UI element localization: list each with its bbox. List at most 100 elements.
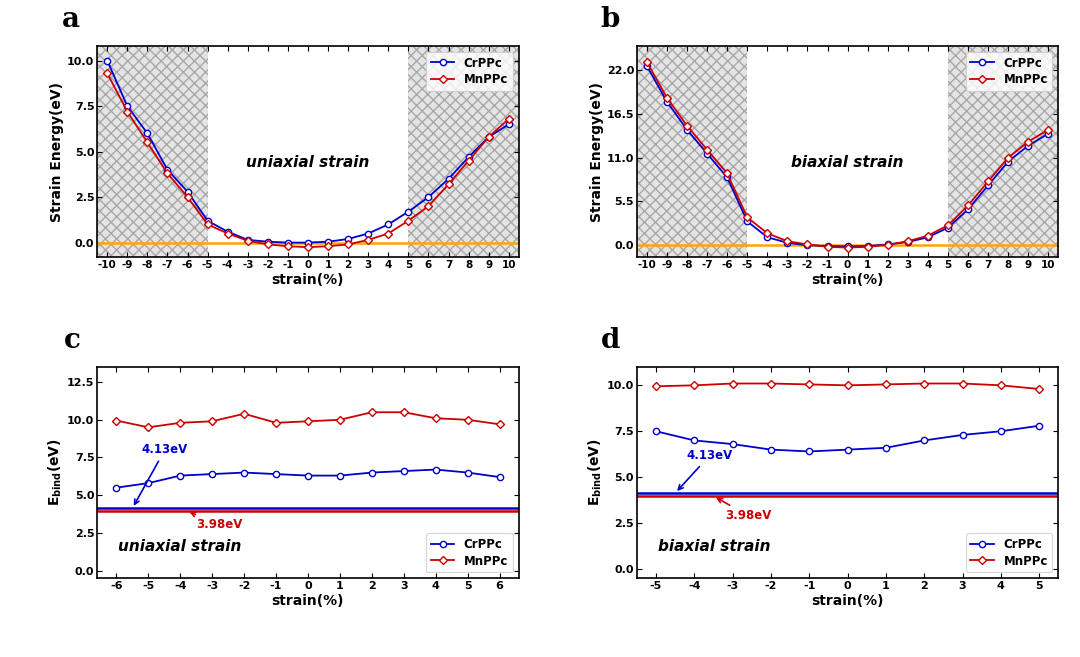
MnPPc — [100, 70, 113, 78]
MnPPc — [640, 58, 653, 66]
Line: CrPPc: CrPPc — [644, 63, 1052, 250]
Bar — [408, 46, 518, 257]
MnPPc — [341, 240, 354, 248]
CrPPc — [241, 236, 254, 244]
X-axis label: strain(%): strain(%) — [272, 594, 345, 608]
MnPPc — [397, 408, 410, 416]
CrPPc — [494, 473, 507, 481]
CrPPc — [921, 233, 934, 241]
CrPPc — [995, 427, 1008, 435]
CrPPc — [879, 444, 892, 452]
CrPPc — [726, 440, 739, 448]
MnPPc — [502, 115, 515, 123]
CrPPc — [640, 62, 653, 70]
CrPPc — [701, 150, 714, 158]
MnPPc — [841, 382, 854, 390]
CrPPc — [221, 228, 234, 236]
CrPPc — [881, 240, 894, 248]
MnPPc — [760, 229, 773, 237]
MnPPc — [422, 202, 435, 210]
MnPPc — [462, 157, 475, 165]
CrPPc — [282, 238, 295, 246]
CrPPc — [362, 229, 375, 237]
CrPPc — [141, 479, 154, 487]
MnPPc — [918, 380, 931, 388]
Bar — [97, 46, 207, 257]
CrPPc — [918, 436, 931, 444]
MnPPc — [881, 241, 894, 249]
CrPPc — [322, 238, 335, 246]
CrPPc — [502, 120, 515, 128]
MnPPc — [261, 240, 274, 248]
CrPPc — [238, 468, 251, 476]
CrPPc — [760, 233, 773, 241]
MnPPc — [382, 229, 395, 237]
X-axis label: strain(%): strain(%) — [811, 594, 883, 608]
Line: CrPPc: CrPPc — [652, 422, 1042, 455]
Text: biaxial strain: biaxial strain — [658, 539, 770, 554]
CrPPc — [802, 447, 815, 455]
X-axis label: strain(%): strain(%) — [272, 273, 345, 286]
Legend: CrPPc, MnPPc: CrPPc, MnPPc — [966, 52, 1053, 91]
CrPPc — [422, 193, 435, 201]
Line: CrPPc: CrPPc — [104, 57, 512, 246]
MnPPc — [161, 170, 174, 177]
Text: 4.13eV: 4.13eV — [135, 443, 188, 505]
MnPPc — [282, 242, 295, 250]
CrPPc — [781, 239, 794, 247]
CrPPc — [429, 466, 442, 474]
MnPPc — [494, 420, 507, 428]
MnPPc — [121, 108, 134, 116]
MnPPc — [362, 236, 375, 244]
Legend: CrPPc, MnPPc: CrPPc, MnPPc — [426, 533, 513, 572]
CrPPc — [100, 57, 113, 64]
CrPPc — [902, 238, 915, 246]
MnPPc — [140, 139, 153, 147]
MnPPc — [701, 146, 714, 154]
MnPPc — [726, 380, 739, 388]
Legend: CrPPc, MnPPc: CrPPc, MnPPc — [966, 533, 1053, 572]
CrPPc — [1022, 142, 1035, 150]
MnPPc — [902, 237, 915, 245]
Bar — [948, 46, 1058, 257]
MnPPc — [821, 243, 834, 251]
CrPPc — [1032, 422, 1045, 430]
CrPPc — [801, 241, 814, 249]
Y-axis label: E$_\mathregular{bind}$(eV): E$_\mathregular{bind}$(eV) — [586, 439, 604, 507]
Text: b: b — [600, 7, 620, 34]
MnPPc — [322, 242, 335, 250]
Bar — [637, 46, 747, 257]
CrPPc — [301, 472, 314, 480]
Text: 3.98eV: 3.98eV — [191, 512, 243, 532]
CrPPc — [688, 436, 701, 444]
MnPPc — [442, 181, 455, 189]
MnPPc — [141, 423, 154, 431]
MnPPc — [205, 417, 218, 425]
CrPPc — [461, 468, 474, 476]
MnPPc — [1032, 385, 1045, 393]
Text: biaxial strain: biaxial strain — [792, 154, 904, 170]
MnPPc — [482, 133, 495, 141]
MnPPc — [301, 417, 314, 425]
CrPPc — [174, 472, 187, 480]
CrPPc — [205, 470, 218, 478]
MnPPc — [201, 221, 214, 229]
CrPPc — [270, 470, 283, 478]
MnPPc — [720, 170, 733, 177]
CrPPc — [161, 166, 174, 173]
CrPPc — [956, 431, 969, 439]
CrPPc — [382, 221, 395, 229]
MnPPc — [1002, 154, 1015, 162]
Text: a: a — [63, 7, 80, 34]
CrPPc — [765, 445, 778, 453]
CrPPc — [841, 445, 854, 453]
Text: uniaxial strain: uniaxial strain — [246, 154, 369, 170]
Line: MnPPc: MnPPc — [652, 380, 1042, 392]
MnPPc — [181, 193, 194, 201]
CrPPc — [261, 238, 274, 246]
CrPPc — [649, 427, 662, 435]
CrPPc — [365, 468, 378, 476]
CrPPc — [821, 242, 834, 250]
CrPPc — [140, 129, 153, 137]
MnPPc — [942, 221, 955, 229]
